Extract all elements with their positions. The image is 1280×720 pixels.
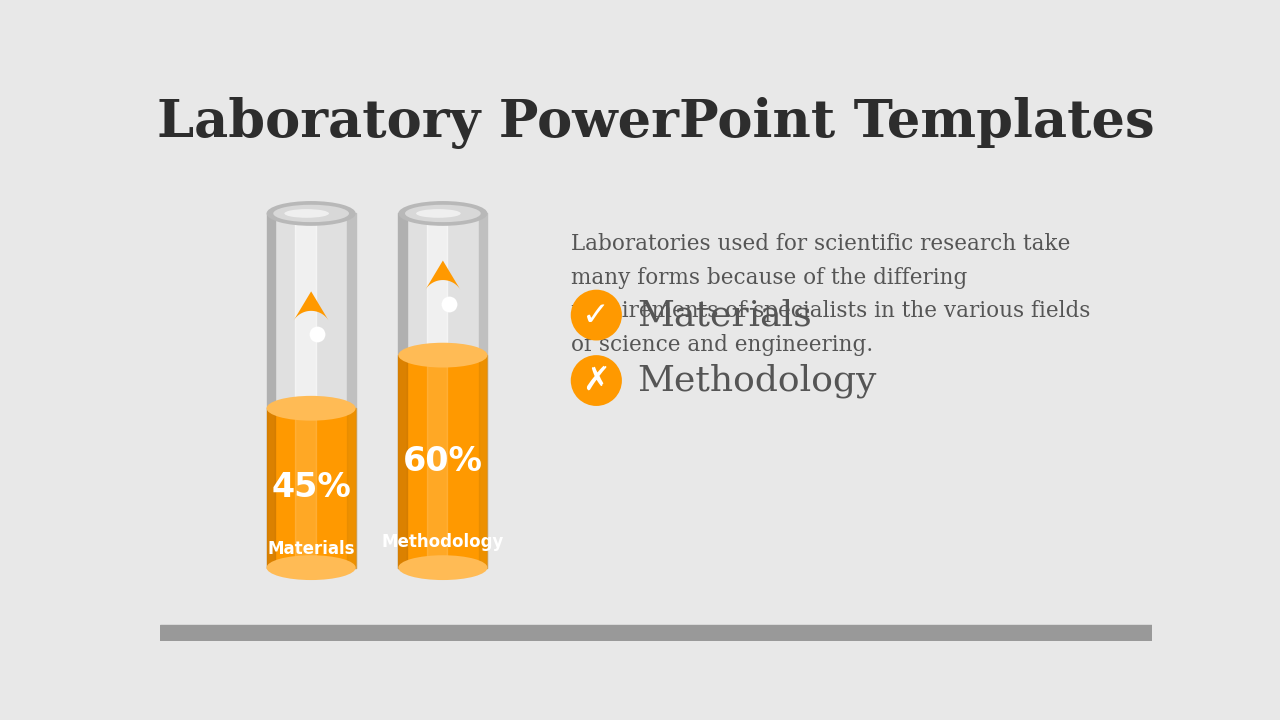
Text: 45%: 45% [271, 472, 351, 505]
Ellipse shape [266, 396, 356, 420]
Text: Methodology: Methodology [637, 364, 877, 397]
Text: ✓: ✓ [582, 299, 611, 332]
Text: Materials: Materials [637, 298, 812, 332]
Ellipse shape [273, 204, 349, 222]
Ellipse shape [284, 209, 329, 217]
Ellipse shape [266, 201, 356, 226]
Ellipse shape [398, 201, 488, 226]
Bar [398, 213, 488, 567]
Ellipse shape [416, 209, 461, 217]
Polygon shape [293, 292, 329, 321]
Text: Materials: Materials [268, 539, 355, 557]
Ellipse shape [404, 204, 481, 222]
Bar [266, 408, 356, 567]
Ellipse shape [266, 555, 356, 580]
Circle shape [571, 289, 622, 341]
Ellipse shape [398, 343, 488, 367]
Circle shape [571, 355, 622, 406]
Bar [398, 355, 488, 567]
Text: Laboratories used for scientific research take
many forms because of the differi: Laboratories used for scientific researc… [571, 233, 1091, 356]
Bar [160, 626, 1152, 641]
Text: ✗: ✗ [582, 364, 611, 397]
Ellipse shape [398, 555, 488, 580]
Text: Methodology: Methodology [381, 533, 504, 551]
Bar [266, 213, 356, 567]
Text: 60%: 60% [403, 445, 483, 478]
Text: Laboratory PowerPoint Templates: Laboratory PowerPoint Templates [157, 97, 1155, 149]
Polygon shape [425, 261, 461, 290]
